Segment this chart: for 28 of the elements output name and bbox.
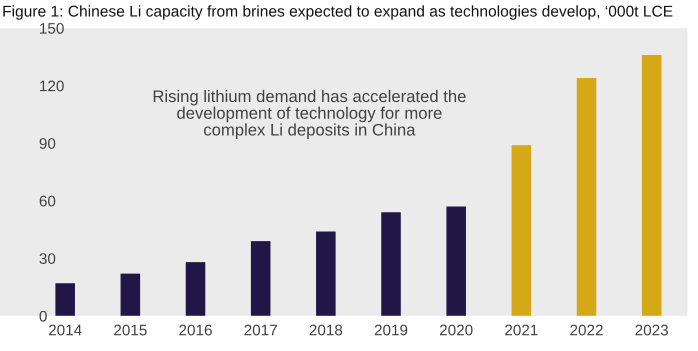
bar: [512, 145, 532, 316]
bar: [120, 274, 140, 316]
x-tick-label: 2015: [114, 324, 147, 336]
x-tick-label: 2019: [374, 324, 408, 336]
x-tick-label: 2020: [440, 324, 473, 336]
y-tick-label: 60: [40, 196, 56, 206]
bar: [446, 206, 466, 316]
bar: [576, 78, 596, 316]
y-tick-label: 150: [40, 22, 64, 34]
y-tick-label: 120: [40, 80, 64, 92]
bar: [381, 212, 401, 316]
x-tick-label: 2014: [48, 324, 82, 336]
bar: [316, 231, 336, 316]
bar: [55, 283, 75, 316]
x-tick-label: 2018: [310, 324, 342, 336]
bar: [642, 54, 662, 316]
x-tick-label: 2016: [179, 324, 212, 336]
x-tick-label: 2022: [570, 324, 603, 336]
y-tick-label: 0: [39, 310, 47, 322]
bar: [186, 262, 206, 316]
y-tick-label: 30: [39, 253, 56, 264]
x-tick-label: 2023: [635, 324, 668, 336]
x-tick-label: 2021: [505, 324, 538, 336]
y-tick-label: 90: [40, 138, 56, 149]
annotation: Rising lithium demand has accelerated the development of technology for more complex Li deposits in China: [154, 90, 466, 139]
x-tick-label: 2017: [244, 324, 277, 336]
chart-title: Figure 1: Chinese Li capacity from brines expected to expand as technologies develop, ‘000t LCE: [3, 5, 672, 20]
bar: [250, 241, 270, 316]
